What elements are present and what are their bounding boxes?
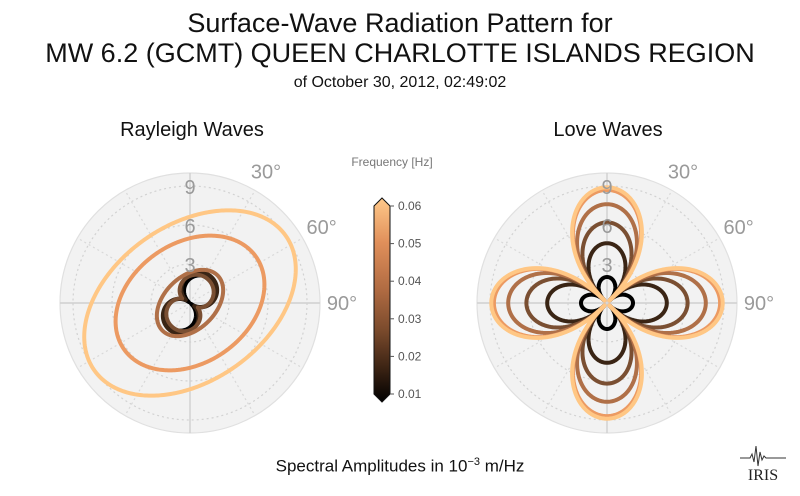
angle-tick-label: 90°	[744, 293, 774, 315]
pattern-curve-0_02	[545, 241, 669, 365]
angle-tick-label: 90°	[327, 293, 357, 315]
radial-tick-label: 3	[184, 255, 195, 277]
chart-title-line-2: MW 6.2 (GCMT) QUEEN CHARLOTTE ISLANDS RE…	[45, 38, 755, 68]
iris-logo: IRIS	[740, 445, 786, 484]
radial-tick-label: 9	[601, 177, 612, 199]
radial-tick-label: 6	[601, 216, 612, 238]
love-panel-title: Love Waves	[553, 119, 663, 141]
colorbar-tick-label: 0.03	[398, 312, 422, 326]
frequency-colorbar: Frequency [Hz] 0.06 0.05 0.04 0.03 0.02 0.01	[351, 155, 433, 403]
footer-prefix: Spectral Amplitudes in 10	[275, 456, 468, 476]
rayleigh-polar-plot: 3 6 9 30° 60° 90°	[59, 161, 357, 434]
pattern-curve-0_06	[82, 208, 298, 398]
footer-exponent: −3	[467, 456, 480, 468]
amplitude-unit-label: Spectral Amplitudes in 10−3 m/Hz	[0, 456, 800, 477]
radial-tick-label: 3	[601, 255, 612, 277]
angular-gridline	[77, 302, 191, 369]
angle-tick-label: 30°	[251, 161, 281, 183]
angular-gridline	[77, 237, 191, 304]
footer-unit: m/Hz	[480, 456, 525, 476]
pattern-curve-0_04	[506, 202, 708, 404]
love-polar-plot: 3 6 9 30° 60° 90°	[476, 161, 774, 434]
pattern-curve-0_01	[579, 275, 635, 331]
pattern-curve-0_05	[113, 233, 267, 373]
angular-gridline	[189, 302, 303, 369]
colorbar-tick-label: 0.04	[398, 274, 422, 288]
colorbar-tick-label: 0.05	[398, 237, 422, 251]
pattern-curve-0_04	[154, 267, 226, 339]
colorbar-label: Frequency [Hz]	[351, 155, 432, 169]
angular-gridline	[189, 237, 303, 304]
angle-tick-label: 30°	[668, 161, 698, 183]
chart-subtitle-date: of October 30, 2012, 02:49:02	[293, 74, 507, 91]
chart-title-line-1: Surface-Wave Radiation Pattern for	[187, 8, 613, 38]
rayleigh-panel-title: Rayleigh Waves	[120, 119, 264, 141]
angle-tick-label: 60°	[724, 217, 754, 239]
radial-tick-label: 6	[184, 216, 195, 238]
angular-gridline	[189, 190, 256, 304]
pattern-curve-0_03	[524, 220, 690, 386]
radial-tick-label: 9	[184, 177, 195, 199]
iris-logo-text: IRIS	[748, 467, 778, 484]
pattern-curve-0_03	[164, 272, 216, 334]
pattern-curve-0_06	[489, 185, 725, 421]
angular-gridline	[124, 302, 191, 416]
colorbar-gradient	[373, 197, 391, 403]
colorbar-tick-label: 0.01	[398, 387, 422, 401]
colorbar-tick-label: 0.02	[398, 349, 422, 363]
colorbar-tick-label: 0.06	[398, 199, 422, 213]
angle-tick-label: 60°	[307, 217, 337, 239]
